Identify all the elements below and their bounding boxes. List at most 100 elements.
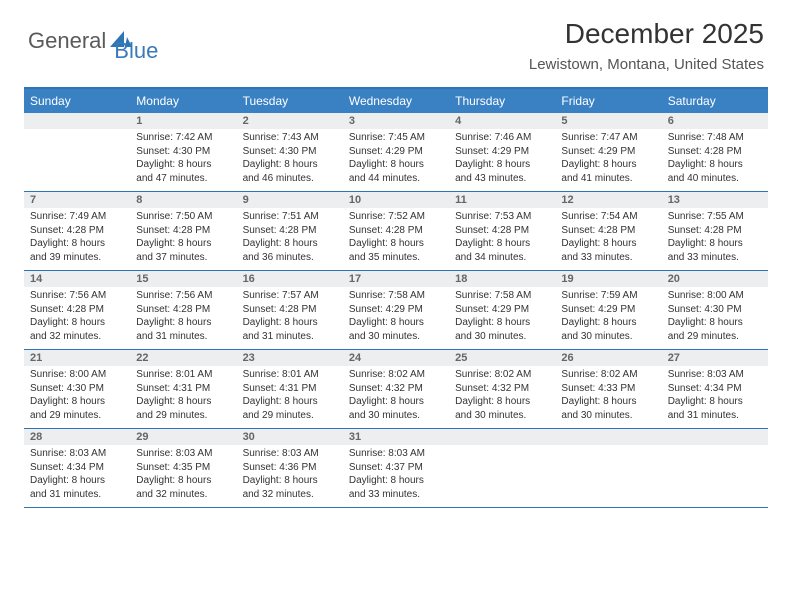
day-number: 2 <box>237 113 343 129</box>
day-cell: 11Sunrise: 7:53 AMSunset: 4:28 PMDayligh… <box>449 192 555 270</box>
day-cell: 29Sunrise: 8:03 AMSunset: 4:35 PMDayligh… <box>130 429 236 507</box>
day-number: 23 <box>237 350 343 366</box>
week-row: 7Sunrise: 7:49 AMSunset: 4:28 PMDaylight… <box>24 192 768 271</box>
day-number: 14 <box>24 271 130 287</box>
logo-text-general: General <box>28 28 106 54</box>
day-cell <box>555 429 661 507</box>
day-body <box>24 129 130 137</box>
daylight-text: Daylight: 8 hours and 41 minutes. <box>561 158 655 185</box>
day-body: Sunrise: 7:43 AMSunset: 4:30 PMDaylight:… <box>237 129 343 191</box>
day-header-row: Sunday Monday Tuesday Wednesday Thursday… <box>24 89 768 113</box>
sunset-text: Sunset: 4:30 PM <box>243 145 337 159</box>
sunrise-text: Sunrise: 7:56 AM <box>136 289 230 303</box>
daylight-text: Daylight: 8 hours and 29 minutes. <box>30 395 124 422</box>
day-body: Sunrise: 8:01 AMSunset: 4:31 PMDaylight:… <box>130 366 236 428</box>
daylight-text: Daylight: 8 hours and 30 minutes. <box>349 395 443 422</box>
day-body: Sunrise: 7:50 AMSunset: 4:28 PMDaylight:… <box>130 208 236 270</box>
day-header-sat: Saturday <box>662 89 768 113</box>
week-row: 1Sunrise: 7:42 AMSunset: 4:30 PMDaylight… <box>24 113 768 192</box>
location-label: Lewistown, Montana, United States <box>529 56 764 73</box>
day-cell: 9Sunrise: 7:51 AMSunset: 4:28 PMDaylight… <box>237 192 343 270</box>
logo-text-blue: Blue <box>114 38 158 64</box>
day-cell: 20Sunrise: 8:00 AMSunset: 4:30 PMDayligh… <box>662 271 768 349</box>
day-cell: 16Sunrise: 7:57 AMSunset: 4:28 PMDayligh… <box>237 271 343 349</box>
day-number: 6 <box>662 113 768 129</box>
day-body: Sunrise: 7:57 AMSunset: 4:28 PMDaylight:… <box>237 287 343 349</box>
day-body <box>555 445 661 453</box>
day-number: 30 <box>237 429 343 445</box>
day-number: 8 <box>130 192 236 208</box>
day-cell: 23Sunrise: 8:01 AMSunset: 4:31 PMDayligh… <box>237 350 343 428</box>
day-cell: 3Sunrise: 7:45 AMSunset: 4:29 PMDaylight… <box>343 113 449 191</box>
day-body: Sunrise: 8:03 AMSunset: 4:35 PMDaylight:… <box>130 445 236 507</box>
sunrise-text: Sunrise: 7:56 AM <box>30 289 124 303</box>
sunrise-text: Sunrise: 7:50 AM <box>136 210 230 224</box>
day-body: Sunrise: 7:58 AMSunset: 4:29 PMDaylight:… <box>343 287 449 349</box>
day-header-wed: Wednesday <box>343 89 449 113</box>
day-header-tue: Tuesday <box>237 89 343 113</box>
day-number <box>662 429 768 445</box>
sunset-text: Sunset: 4:32 PM <box>455 382 549 396</box>
daylight-text: Daylight: 8 hours and 31 minutes. <box>136 316 230 343</box>
day-cell: 19Sunrise: 7:59 AMSunset: 4:29 PMDayligh… <box>555 271 661 349</box>
sunrise-text: Sunrise: 8:01 AM <box>136 368 230 382</box>
day-number: 25 <box>449 350 555 366</box>
calendar: Sunday Monday Tuesday Wednesday Thursday… <box>24 87 768 508</box>
day-body: Sunrise: 7:59 AMSunset: 4:29 PMDaylight:… <box>555 287 661 349</box>
sunset-text: Sunset: 4:34 PM <box>30 461 124 475</box>
day-number: 7 <box>24 192 130 208</box>
daylight-text: Daylight: 8 hours and 29 minutes. <box>243 395 337 422</box>
sunset-text: Sunset: 4:35 PM <box>136 461 230 475</box>
day-body: Sunrise: 7:58 AMSunset: 4:29 PMDaylight:… <box>449 287 555 349</box>
sunrise-text: Sunrise: 7:45 AM <box>349 131 443 145</box>
day-body: Sunrise: 7:53 AMSunset: 4:28 PMDaylight:… <box>449 208 555 270</box>
day-number: 29 <box>130 429 236 445</box>
daylight-text: Daylight: 8 hours and 40 minutes. <box>668 158 762 185</box>
week-row: 21Sunrise: 8:00 AMSunset: 4:30 PMDayligh… <box>24 350 768 429</box>
sunset-text: Sunset: 4:28 PM <box>136 224 230 238</box>
daylight-text: Daylight: 8 hours and 31 minutes. <box>30 474 124 501</box>
daylight-text: Daylight: 8 hours and 30 minutes. <box>455 316 549 343</box>
day-number: 5 <box>555 113 661 129</box>
daylight-text: Daylight: 8 hours and 33 minutes. <box>668 237 762 264</box>
day-number: 19 <box>555 271 661 287</box>
day-cell: 14Sunrise: 7:56 AMSunset: 4:28 PMDayligh… <box>24 271 130 349</box>
day-body: Sunrise: 8:02 AMSunset: 4:32 PMDaylight:… <box>343 366 449 428</box>
day-cell: 21Sunrise: 8:00 AMSunset: 4:30 PMDayligh… <box>24 350 130 428</box>
day-cell: 18Sunrise: 7:58 AMSunset: 4:29 PMDayligh… <box>449 271 555 349</box>
sunrise-text: Sunrise: 8:03 AM <box>136 447 230 461</box>
day-header-sun: Sunday <box>24 89 130 113</box>
sunrise-text: Sunrise: 7:49 AM <box>30 210 124 224</box>
day-body: Sunrise: 8:02 AMSunset: 4:33 PMDaylight:… <box>555 366 661 428</box>
sunrise-text: Sunrise: 8:02 AM <box>349 368 443 382</box>
sunset-text: Sunset: 4:31 PM <box>243 382 337 396</box>
day-cell: 26Sunrise: 8:02 AMSunset: 4:33 PMDayligh… <box>555 350 661 428</box>
day-cell: 7Sunrise: 7:49 AMSunset: 4:28 PMDaylight… <box>24 192 130 270</box>
daylight-text: Daylight: 8 hours and 43 minutes. <box>455 158 549 185</box>
day-cell: 17Sunrise: 7:58 AMSunset: 4:29 PMDayligh… <box>343 271 449 349</box>
day-number: 28 <box>24 429 130 445</box>
day-body: Sunrise: 7:52 AMSunset: 4:28 PMDaylight:… <box>343 208 449 270</box>
day-cell: 10Sunrise: 7:52 AMSunset: 4:28 PMDayligh… <box>343 192 449 270</box>
sunrise-text: Sunrise: 7:43 AM <box>243 131 337 145</box>
day-cell: 4Sunrise: 7:46 AMSunset: 4:29 PMDaylight… <box>449 113 555 191</box>
day-body: Sunrise: 7:51 AMSunset: 4:28 PMDaylight:… <box>237 208 343 270</box>
weeks-container: 1Sunrise: 7:42 AMSunset: 4:30 PMDaylight… <box>24 113 768 508</box>
day-body: Sunrise: 8:03 AMSunset: 4:36 PMDaylight:… <box>237 445 343 507</box>
day-body: Sunrise: 7:46 AMSunset: 4:29 PMDaylight:… <box>449 129 555 191</box>
day-body: Sunrise: 7:49 AMSunset: 4:28 PMDaylight:… <box>24 208 130 270</box>
sunrise-text: Sunrise: 8:03 AM <box>349 447 443 461</box>
day-cell: 6Sunrise: 7:48 AMSunset: 4:28 PMDaylight… <box>662 113 768 191</box>
day-cell: 25Sunrise: 8:02 AMSunset: 4:32 PMDayligh… <box>449 350 555 428</box>
day-number <box>24 113 130 129</box>
sunrise-text: Sunrise: 7:51 AM <box>243 210 337 224</box>
day-cell: 22Sunrise: 8:01 AMSunset: 4:31 PMDayligh… <box>130 350 236 428</box>
daylight-text: Daylight: 8 hours and 36 minutes. <box>243 237 337 264</box>
sunset-text: Sunset: 4:33 PM <box>561 382 655 396</box>
day-body: Sunrise: 7:54 AMSunset: 4:28 PMDaylight:… <box>555 208 661 270</box>
daylight-text: Daylight: 8 hours and 32 minutes. <box>136 474 230 501</box>
day-number: 3 <box>343 113 449 129</box>
sunrise-text: Sunrise: 7:42 AM <box>136 131 230 145</box>
day-number: 21 <box>24 350 130 366</box>
day-cell: 31Sunrise: 8:03 AMSunset: 4:37 PMDayligh… <box>343 429 449 507</box>
